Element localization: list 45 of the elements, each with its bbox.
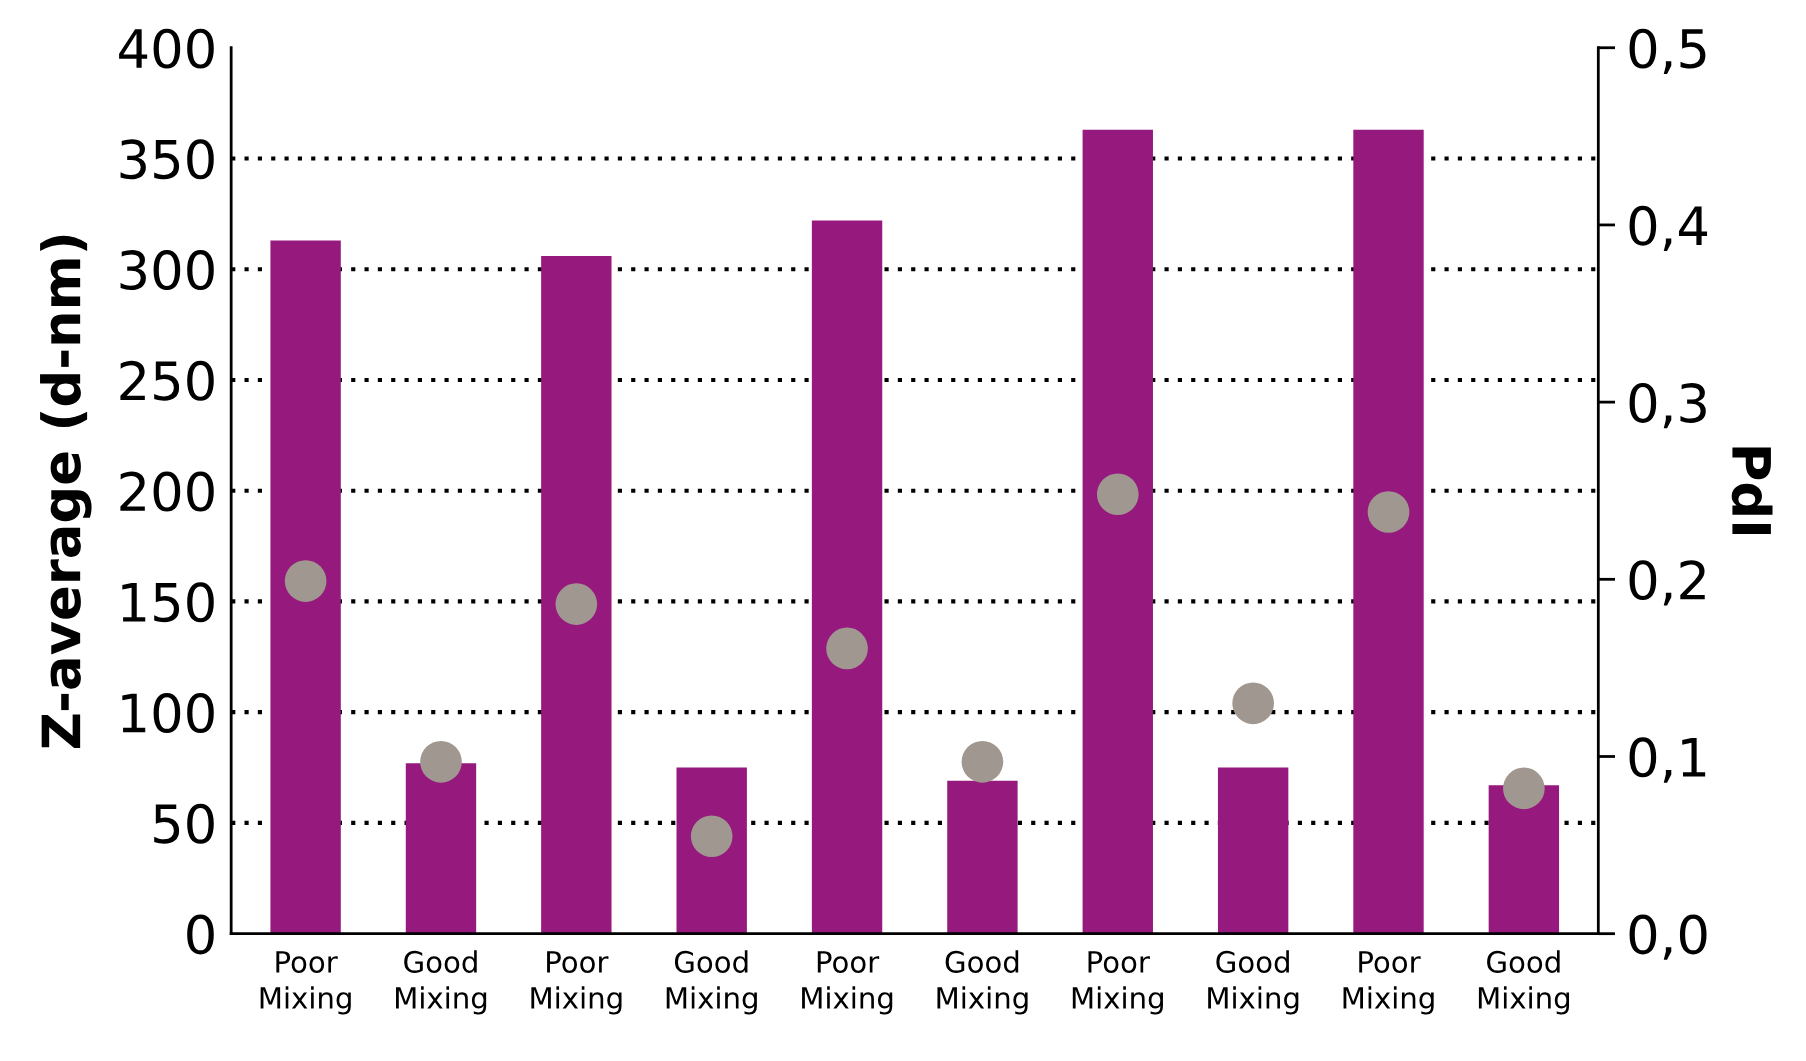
bar <box>270 240 341 934</box>
point <box>284 560 327 602</box>
point <box>1096 473 1139 516</box>
x-tick-label: Poor Mixing <box>1072 951 1163 1015</box>
y-tick-label: 200 <box>120 471 214 512</box>
point <box>1503 767 1545 810</box>
bar <box>1353 129 1424 934</box>
y2-tick-label: 0,4 <box>1629 205 1708 252</box>
y-tick-label: 250 <box>120 360 214 401</box>
y-tick-label: 50 <box>154 803 214 844</box>
y-tick-label: 350 <box>120 139 214 180</box>
y2-tick-label: 0,2 <box>1629 560 1705 606</box>
y-axis-title: Z-average (d-nm) <box>40 235 92 748</box>
point <box>555 583 598 625</box>
x-tick-label: Good Mixing <box>1208 950 1299 1015</box>
y-tick-label: 300 <box>120 250 214 291</box>
bar <box>1488 785 1560 934</box>
bar <box>541 255 612 934</box>
y-tick-label: 400 <box>119 28 214 69</box>
bar <box>811 220 883 934</box>
bar <box>1217 767 1289 934</box>
bar <box>1082 129 1153 934</box>
point <box>961 740 1004 783</box>
point <box>420 740 462 783</box>
x-tick-label: Poor Mixing <box>802 951 893 1015</box>
point <box>1367 491 1410 533</box>
bar <box>405 763 477 934</box>
x-tick-label: Good Mixing <box>396 950 487 1015</box>
x-tick-label: Good Mixing <box>937 950 1028 1015</box>
x-tick-label: Poor Mixing <box>1343 951 1434 1015</box>
x-tick-label: Good Mixing <box>666 950 757 1015</box>
y-tick-label: 0 <box>187 914 214 955</box>
y2-tick-label: 0,3 <box>1629 383 1706 429</box>
bar <box>947 780 1018 934</box>
y2-tick-label: 0,0 <box>1629 914 1707 960</box>
x-tick-label: Poor Mixing <box>531 951 622 1015</box>
point <box>1232 682 1274 725</box>
point <box>826 627 868 670</box>
x-tick-label: Good Mixing <box>1478 950 1570 1015</box>
y2-tick-label: 0,5 <box>1629 28 1706 74</box>
x-tick-label: Poor Mixing <box>260 951 351 1015</box>
y-tick-label: 150 <box>122 582 214 623</box>
y2-tick-label: 0,1 <box>1629 737 1706 783</box>
y-tick-label: 100 <box>122 693 214 733</box>
y2-axis-title: PdI <box>1731 447 1773 534</box>
